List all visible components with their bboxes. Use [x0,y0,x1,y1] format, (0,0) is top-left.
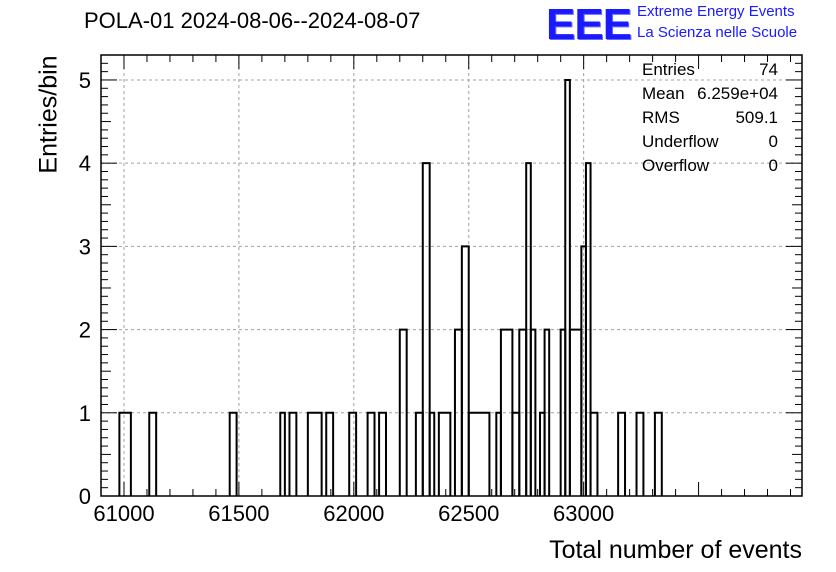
histogram-bin [325,411,335,496]
stats-value: 509.1 [735,108,778,127]
histogram-bin [584,162,592,496]
histogram-bin [564,78,571,496]
histogram-bin [421,162,431,496]
stats-row-rms: RMS 509.1 [642,108,778,132]
histogram-bin [288,411,298,496]
stats-row-underflow: Underflow 0 [642,132,778,156]
stats-row-mean: Mean 6.259e+04 [642,84,778,108]
histogram-bin [543,328,551,496]
x-tick-label: 61000 [93,501,154,526]
histogram-bin [589,411,599,496]
y-tick-label: 3 [79,234,91,259]
axis-ticks [100,54,802,497]
x-tick-label: 61500 [208,501,269,526]
stats-label: Mean [642,84,685,103]
histogram-bin [428,411,436,496]
histogram-bin [398,328,408,496]
stats-value: 0 [768,132,778,151]
histogram-bars [118,78,663,496]
chart-title: POLA-01 2024-08-06--2024-08-07 [84,8,421,33]
histogram-bin [118,411,132,496]
stats-box: Entries 74 Mean 6.259e+04 RMS 509.1 Unde… [642,60,778,180]
x-axis-label: Total number of events [549,536,802,564]
histogram-bin [460,245,470,496]
histogram-bin [635,411,645,496]
histogram-bin [279,411,286,496]
stats-value: 0 [768,156,778,175]
histogram-bin [366,411,376,496]
plot-frame [100,54,803,497]
x-tick-label: 62500 [438,501,499,526]
stats-label: Entries [642,60,695,79]
histogram-bin [653,411,663,496]
stats-value: 6.259e+04 [697,84,778,103]
y-axis-label: Entries/bin [34,55,63,174]
y-tick-label: 2 [79,318,91,343]
histogram-bin [437,411,452,496]
y-tick-label: 0 [79,484,91,509]
stats-label: Underflow [642,132,719,151]
histogram-bin [228,411,238,496]
stats-row-entries: Entries 74 [642,60,778,84]
histogram-bin [348,411,358,496]
stats-value: 74 [759,60,778,79]
x-tick-label: 62000 [323,501,384,526]
tick-labels: 61000 61500 62000 62500 63000 0 1 2 3 4 5 [79,68,614,526]
histogram-bin [467,411,491,496]
histogram-bin [511,411,521,496]
x-tick-label: 63000 [553,501,614,526]
eee-logo: EEE [546,0,632,49]
y-tick-label: 1 [79,401,91,426]
y-tick-label: 5 [79,68,91,93]
stats-row-overflow: Overflow 0 [642,156,778,180]
logo-text-line1: Extreme Energy Events [637,3,795,20]
histogram-bin [414,411,424,496]
stats-label: Overflow [642,156,710,175]
y-tick-label: 4 [79,151,91,176]
stats-label: RMS [642,108,680,127]
histogram-bin [378,411,387,496]
logo-text-line2: La Scienza nelle Scuole [637,24,798,41]
histogram-bin [617,411,627,496]
plot-border [100,54,803,497]
histogram-bin [529,328,537,496]
histogram-bin [306,411,323,496]
histogram-bin [148,411,158,496]
